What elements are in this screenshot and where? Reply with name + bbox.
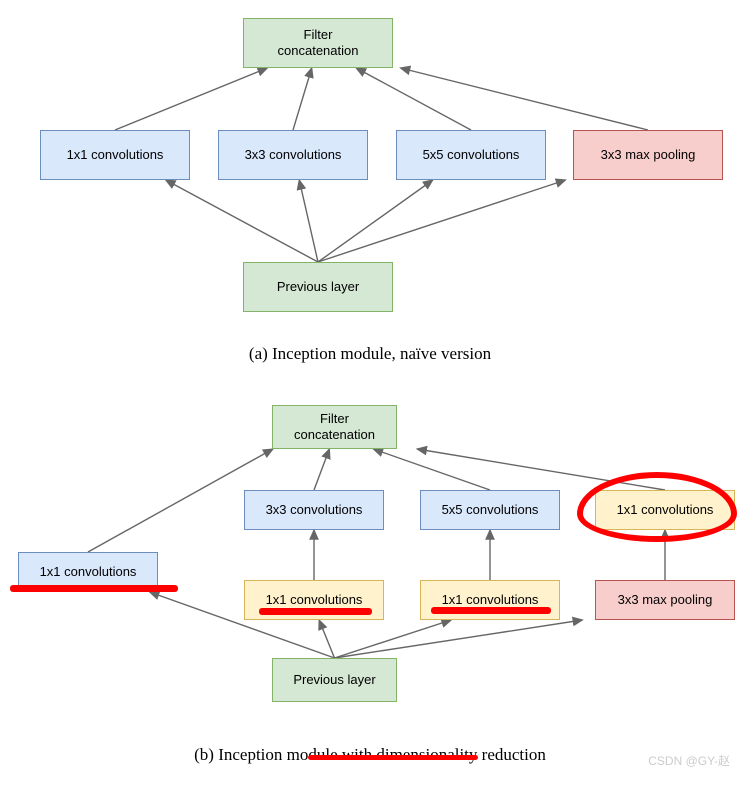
node-conv5-label: 5x5 convolutions bbox=[442, 502, 539, 518]
annotation-underline_conv1 bbox=[10, 585, 178, 592]
node-prev: Previous layer bbox=[243, 262, 393, 312]
node-filter: Filterconcatenation bbox=[243, 18, 393, 68]
node-reduce2-label: 1x1 convolutions bbox=[266, 592, 363, 608]
node-pool-label: 3x3 max pooling bbox=[601, 147, 696, 163]
node-conv3-label: 3x3 convolutions bbox=[266, 502, 363, 518]
annotation-circle_reduce4 bbox=[577, 472, 737, 542]
diagram-b: Filterconcatenation 3x3 convolutions 5x5 c… bbox=[0, 395, 740, 765]
watermark: CSDN @GY-赵 bbox=[648, 752, 730, 769]
node-pool-label: 3x3 max pooling bbox=[618, 592, 713, 608]
node-filter-line2: concatenation bbox=[294, 427, 375, 442]
node-filter-line2: concatenation bbox=[278, 43, 359, 58]
node-conv1-label: 1x1 convolutions bbox=[67, 147, 164, 163]
node-filter-line1: Filter bbox=[320, 411, 349, 426]
node-conv5-label: 5x5 convolutions bbox=[423, 147, 520, 163]
node-reduce3-label: 1x1 convolutions bbox=[442, 592, 539, 608]
node-pool: 3x3 max pooling bbox=[595, 580, 735, 620]
node-conv5: 5x5 convolutions bbox=[420, 490, 560, 530]
caption-a: (a) Inception module, naïve version bbox=[0, 344, 740, 364]
annotation-underline_caption bbox=[308, 755, 478, 760]
node-prev: Previous layer bbox=[272, 658, 397, 702]
node-conv5: 5x5 convolutions bbox=[396, 130, 546, 180]
node-filter-line1: Filter bbox=[304, 27, 333, 42]
node-reduce3: 1x1 convolutions bbox=[420, 580, 560, 620]
annotation-underline_reduce2 bbox=[259, 608, 372, 615]
node-pool: 3x3 max pooling bbox=[573, 130, 723, 180]
node-prev-label: Previous layer bbox=[293, 672, 375, 688]
node-conv3-label: 3x3 convolutions bbox=[245, 147, 342, 163]
diagram-a: Filterconcatenation 1x1 convolutions 3x3 c… bbox=[0, 0, 740, 370]
annotation-underline_reduce3 bbox=[431, 607, 551, 614]
node-filter: Filterconcatenation bbox=[272, 405, 397, 449]
node-conv3: 3x3 convolutions bbox=[244, 490, 384, 530]
node-conv1: 1x1 convolutions bbox=[40, 130, 190, 180]
node-conv1-label: 1x1 convolutions bbox=[40, 564, 137, 580]
node-conv3: 3x3 convolutions bbox=[218, 130, 368, 180]
node-prev-label: Previous layer bbox=[277, 279, 359, 295]
